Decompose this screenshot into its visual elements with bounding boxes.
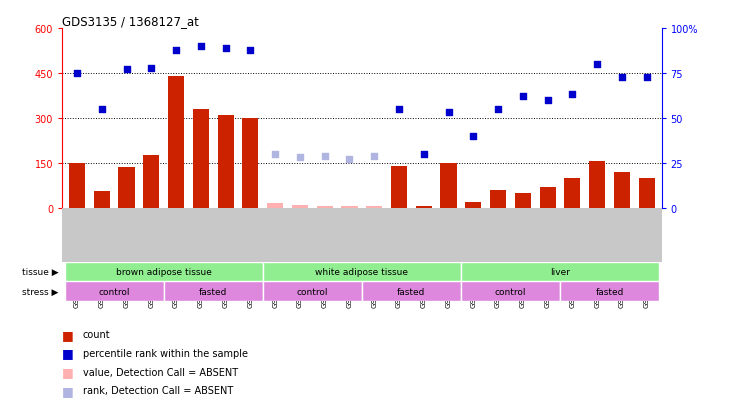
Text: ■: ■ bbox=[62, 347, 74, 360]
Point bbox=[170, 47, 182, 54]
Text: percentile rank within the sample: percentile rank within the sample bbox=[83, 348, 248, 358]
Text: ■: ■ bbox=[62, 365, 74, 378]
Bar bbox=[564, 178, 580, 208]
Bar bbox=[341, 207, 357, 208]
Point bbox=[269, 151, 281, 158]
Bar bbox=[292, 205, 308, 208]
Bar bbox=[560, 282, 659, 301]
Bar bbox=[64, 262, 262, 282]
Text: tissue ▶: tissue ▶ bbox=[22, 267, 58, 276]
Bar bbox=[69, 164, 85, 208]
Bar bbox=[391, 166, 407, 208]
Text: brown adipose tissue: brown adipose tissue bbox=[115, 267, 212, 276]
Bar bbox=[317, 207, 333, 208]
Bar bbox=[639, 178, 655, 208]
Point bbox=[393, 106, 405, 113]
Point bbox=[220, 45, 232, 52]
Text: stress ▶: stress ▶ bbox=[22, 287, 58, 296]
Bar bbox=[589, 162, 605, 208]
Point bbox=[245, 47, 257, 54]
Point bbox=[418, 151, 430, 158]
Text: fasted: fasted bbox=[595, 287, 624, 296]
Point bbox=[344, 157, 355, 163]
Text: ■: ■ bbox=[62, 328, 74, 341]
Bar bbox=[416, 207, 432, 208]
Text: control: control bbox=[297, 287, 328, 296]
Bar bbox=[164, 282, 262, 301]
Text: count: count bbox=[83, 330, 110, 339]
Bar bbox=[193, 110, 209, 208]
Bar bbox=[262, 282, 362, 301]
Point bbox=[319, 153, 330, 159]
Text: fasted: fasted bbox=[397, 287, 425, 296]
Text: white adipose tissue: white adipose tissue bbox=[315, 267, 409, 276]
Bar bbox=[94, 192, 110, 208]
Bar bbox=[262, 262, 461, 282]
Text: fasted: fasted bbox=[199, 287, 227, 296]
Point bbox=[517, 94, 529, 100]
Point bbox=[616, 74, 628, 81]
Text: control: control bbox=[495, 287, 526, 296]
Bar bbox=[64, 282, 164, 301]
Point bbox=[294, 155, 306, 161]
Text: rank, Detection Call = ABSENT: rank, Detection Call = ABSENT bbox=[83, 385, 233, 395]
Bar bbox=[362, 282, 461, 301]
Bar bbox=[465, 202, 481, 208]
Point bbox=[145, 65, 157, 72]
Point bbox=[641, 74, 653, 81]
Point bbox=[542, 97, 553, 104]
Bar bbox=[490, 190, 506, 208]
Point bbox=[368, 153, 380, 159]
Point bbox=[71, 71, 83, 77]
Point bbox=[443, 110, 455, 116]
Bar bbox=[441, 164, 457, 208]
Bar bbox=[461, 282, 560, 301]
Bar bbox=[461, 262, 659, 282]
Bar bbox=[118, 168, 135, 208]
Bar bbox=[614, 172, 630, 208]
Bar bbox=[515, 193, 531, 208]
Bar bbox=[539, 188, 556, 208]
Bar bbox=[218, 116, 234, 208]
Text: value, Detection Call = ABSENT: value, Detection Call = ABSENT bbox=[83, 367, 238, 377]
Point bbox=[96, 106, 107, 113]
Bar bbox=[243, 119, 259, 208]
Text: control: control bbox=[99, 287, 130, 296]
Point bbox=[492, 106, 504, 113]
Point bbox=[195, 43, 207, 50]
Point bbox=[567, 92, 578, 99]
Point bbox=[591, 62, 603, 68]
Point bbox=[467, 133, 479, 140]
Point bbox=[121, 67, 132, 74]
Bar bbox=[267, 204, 283, 208]
Bar bbox=[143, 156, 159, 208]
Text: ■: ■ bbox=[62, 384, 74, 397]
Bar bbox=[168, 77, 184, 208]
Text: liver: liver bbox=[550, 267, 570, 276]
Bar bbox=[366, 207, 382, 208]
Text: GDS3135 / 1368127_at: GDS3135 / 1368127_at bbox=[62, 15, 199, 28]
